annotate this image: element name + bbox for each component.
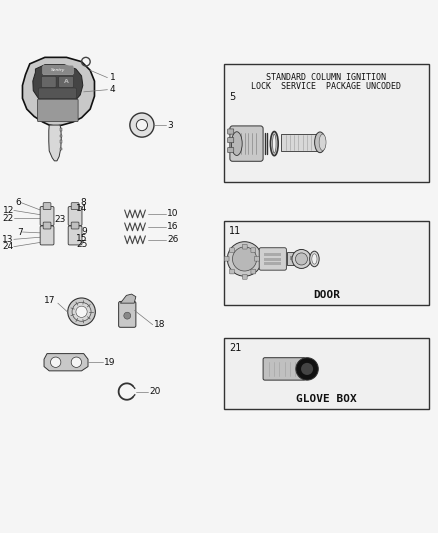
Ellipse shape [272, 134, 276, 153]
FancyBboxPatch shape [224, 337, 429, 409]
FancyBboxPatch shape [224, 221, 429, 305]
FancyBboxPatch shape [119, 302, 136, 327]
Text: 14: 14 [76, 204, 87, 213]
FancyBboxPatch shape [228, 138, 234, 143]
FancyBboxPatch shape [43, 66, 73, 75]
Bar [60, 148, 62, 150]
Text: 15: 15 [76, 233, 88, 243]
Text: 17: 17 [44, 296, 56, 305]
Ellipse shape [270, 132, 278, 156]
FancyBboxPatch shape [71, 203, 79, 209]
FancyBboxPatch shape [228, 148, 234, 152]
Text: 16: 16 [167, 222, 178, 231]
FancyBboxPatch shape [230, 126, 263, 161]
Text: 9: 9 [81, 227, 87, 236]
Bar [60, 127, 62, 131]
Text: 12: 12 [3, 206, 14, 215]
Bar [281, 134, 318, 151]
Circle shape [301, 363, 313, 375]
Ellipse shape [314, 132, 325, 152]
FancyBboxPatch shape [40, 207, 54, 225]
FancyBboxPatch shape [254, 256, 259, 261]
FancyBboxPatch shape [230, 269, 234, 274]
Text: A: A [64, 79, 68, 84]
Polygon shape [33, 64, 83, 106]
Circle shape [296, 358, 318, 380]
Text: 1: 1 [110, 73, 115, 82]
FancyBboxPatch shape [43, 222, 51, 229]
Polygon shape [22, 58, 95, 126]
Text: 10: 10 [167, 209, 178, 219]
Text: DOOR: DOOR [313, 289, 340, 300]
Bar [287, 253, 296, 265]
FancyBboxPatch shape [40, 226, 54, 245]
FancyBboxPatch shape [263, 358, 305, 380]
Polygon shape [49, 125, 61, 161]
Text: 4: 4 [110, 85, 115, 94]
Circle shape [76, 306, 87, 317]
FancyBboxPatch shape [68, 207, 82, 225]
FancyBboxPatch shape [224, 64, 429, 182]
Circle shape [292, 249, 311, 269]
Text: 21: 21 [229, 343, 241, 353]
Text: LOCK  SERVICE  PACKAGE UNCODED: LOCK SERVICE PACKAGE UNCODED [251, 82, 401, 91]
FancyBboxPatch shape [43, 203, 51, 209]
FancyBboxPatch shape [230, 248, 234, 253]
Circle shape [227, 241, 262, 276]
Text: STANDARD COLUMN IGNITION: STANDARD COLUMN IGNITION [266, 74, 386, 82]
Text: 20: 20 [150, 387, 161, 396]
FancyBboxPatch shape [68, 226, 82, 245]
Circle shape [296, 253, 307, 265]
Circle shape [68, 298, 95, 326]
FancyBboxPatch shape [71, 222, 79, 229]
FancyBboxPatch shape [39, 88, 76, 98]
Circle shape [136, 119, 148, 131]
Text: Sentry: Sentry [51, 68, 65, 72]
Text: 13: 13 [2, 235, 14, 244]
Text: 7: 7 [17, 228, 22, 237]
FancyBboxPatch shape [42, 76, 56, 87]
FancyBboxPatch shape [38, 99, 78, 122]
FancyBboxPatch shape [224, 256, 229, 261]
Text: 22: 22 [3, 214, 14, 223]
FancyBboxPatch shape [259, 248, 286, 270]
Bar [60, 140, 62, 143]
Circle shape [124, 312, 131, 319]
Text: GLOVE BOX: GLOVE BOX [296, 394, 357, 405]
FancyBboxPatch shape [242, 274, 247, 279]
Text: 18: 18 [154, 320, 166, 329]
Ellipse shape [231, 132, 242, 156]
Circle shape [233, 247, 257, 271]
Bar [60, 135, 62, 137]
Ellipse shape [312, 254, 317, 264]
Polygon shape [44, 353, 88, 371]
Text: 8: 8 [81, 198, 86, 207]
Text: 3: 3 [167, 120, 173, 130]
Ellipse shape [310, 251, 319, 266]
Text: 25: 25 [76, 240, 87, 249]
Circle shape [130, 113, 154, 137]
Circle shape [50, 357, 61, 367]
FancyBboxPatch shape [59, 76, 73, 87]
Ellipse shape [319, 134, 326, 150]
FancyBboxPatch shape [242, 244, 247, 249]
Text: 23: 23 [55, 215, 66, 224]
FancyBboxPatch shape [251, 248, 256, 253]
Text: 26: 26 [167, 235, 178, 244]
Text: II: II [290, 256, 293, 262]
Bar [265, 253, 281, 256]
FancyBboxPatch shape [251, 269, 256, 274]
Text: 6: 6 [15, 198, 21, 207]
Text: 24: 24 [3, 242, 14, 251]
Circle shape [72, 302, 91, 321]
Text: 11: 11 [229, 227, 241, 237]
Text: 19: 19 [104, 358, 116, 367]
Bar [265, 262, 281, 265]
Text: 5: 5 [229, 92, 235, 102]
FancyBboxPatch shape [228, 129, 234, 134]
Bar [265, 257, 281, 261]
Circle shape [71, 357, 81, 367]
Polygon shape [120, 294, 136, 303]
